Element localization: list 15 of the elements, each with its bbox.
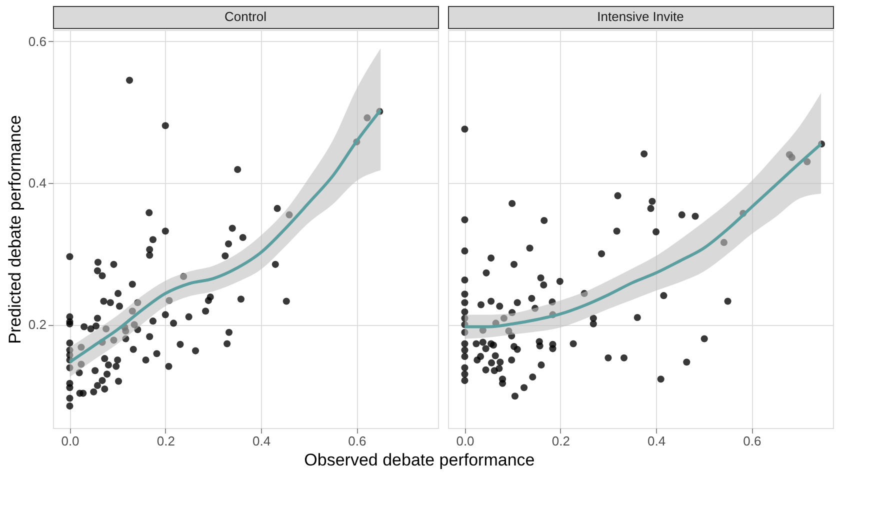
x-tick-label: 0.0 <box>456 434 474 448</box>
x-tick-label: 0.2 <box>552 434 570 448</box>
x-tick-label: 0.6 <box>348 434 366 448</box>
x-tick-label: 0.6 <box>743 434 762 448</box>
x-axis-title: Observed debate performance <box>304 450 535 470</box>
y-tick-label: 0.2 <box>28 317 46 332</box>
y-axis-title: Predicted debate performance <box>5 115 24 344</box>
chart-title: Control <box>224 9 267 24</box>
y-tick-label: 0.4 <box>28 175 46 190</box>
chart-title: Intensive Invite <box>597 9 684 24</box>
y-tick-label: 0.6 <box>28 34 46 49</box>
x-tick-label: 0.4 <box>648 434 666 448</box>
x-tick-label: 0.4 <box>252 434 271 448</box>
x-tick-label: 0.0 <box>61 434 80 448</box>
x-tick-label: 0.2 <box>156 434 175 448</box>
